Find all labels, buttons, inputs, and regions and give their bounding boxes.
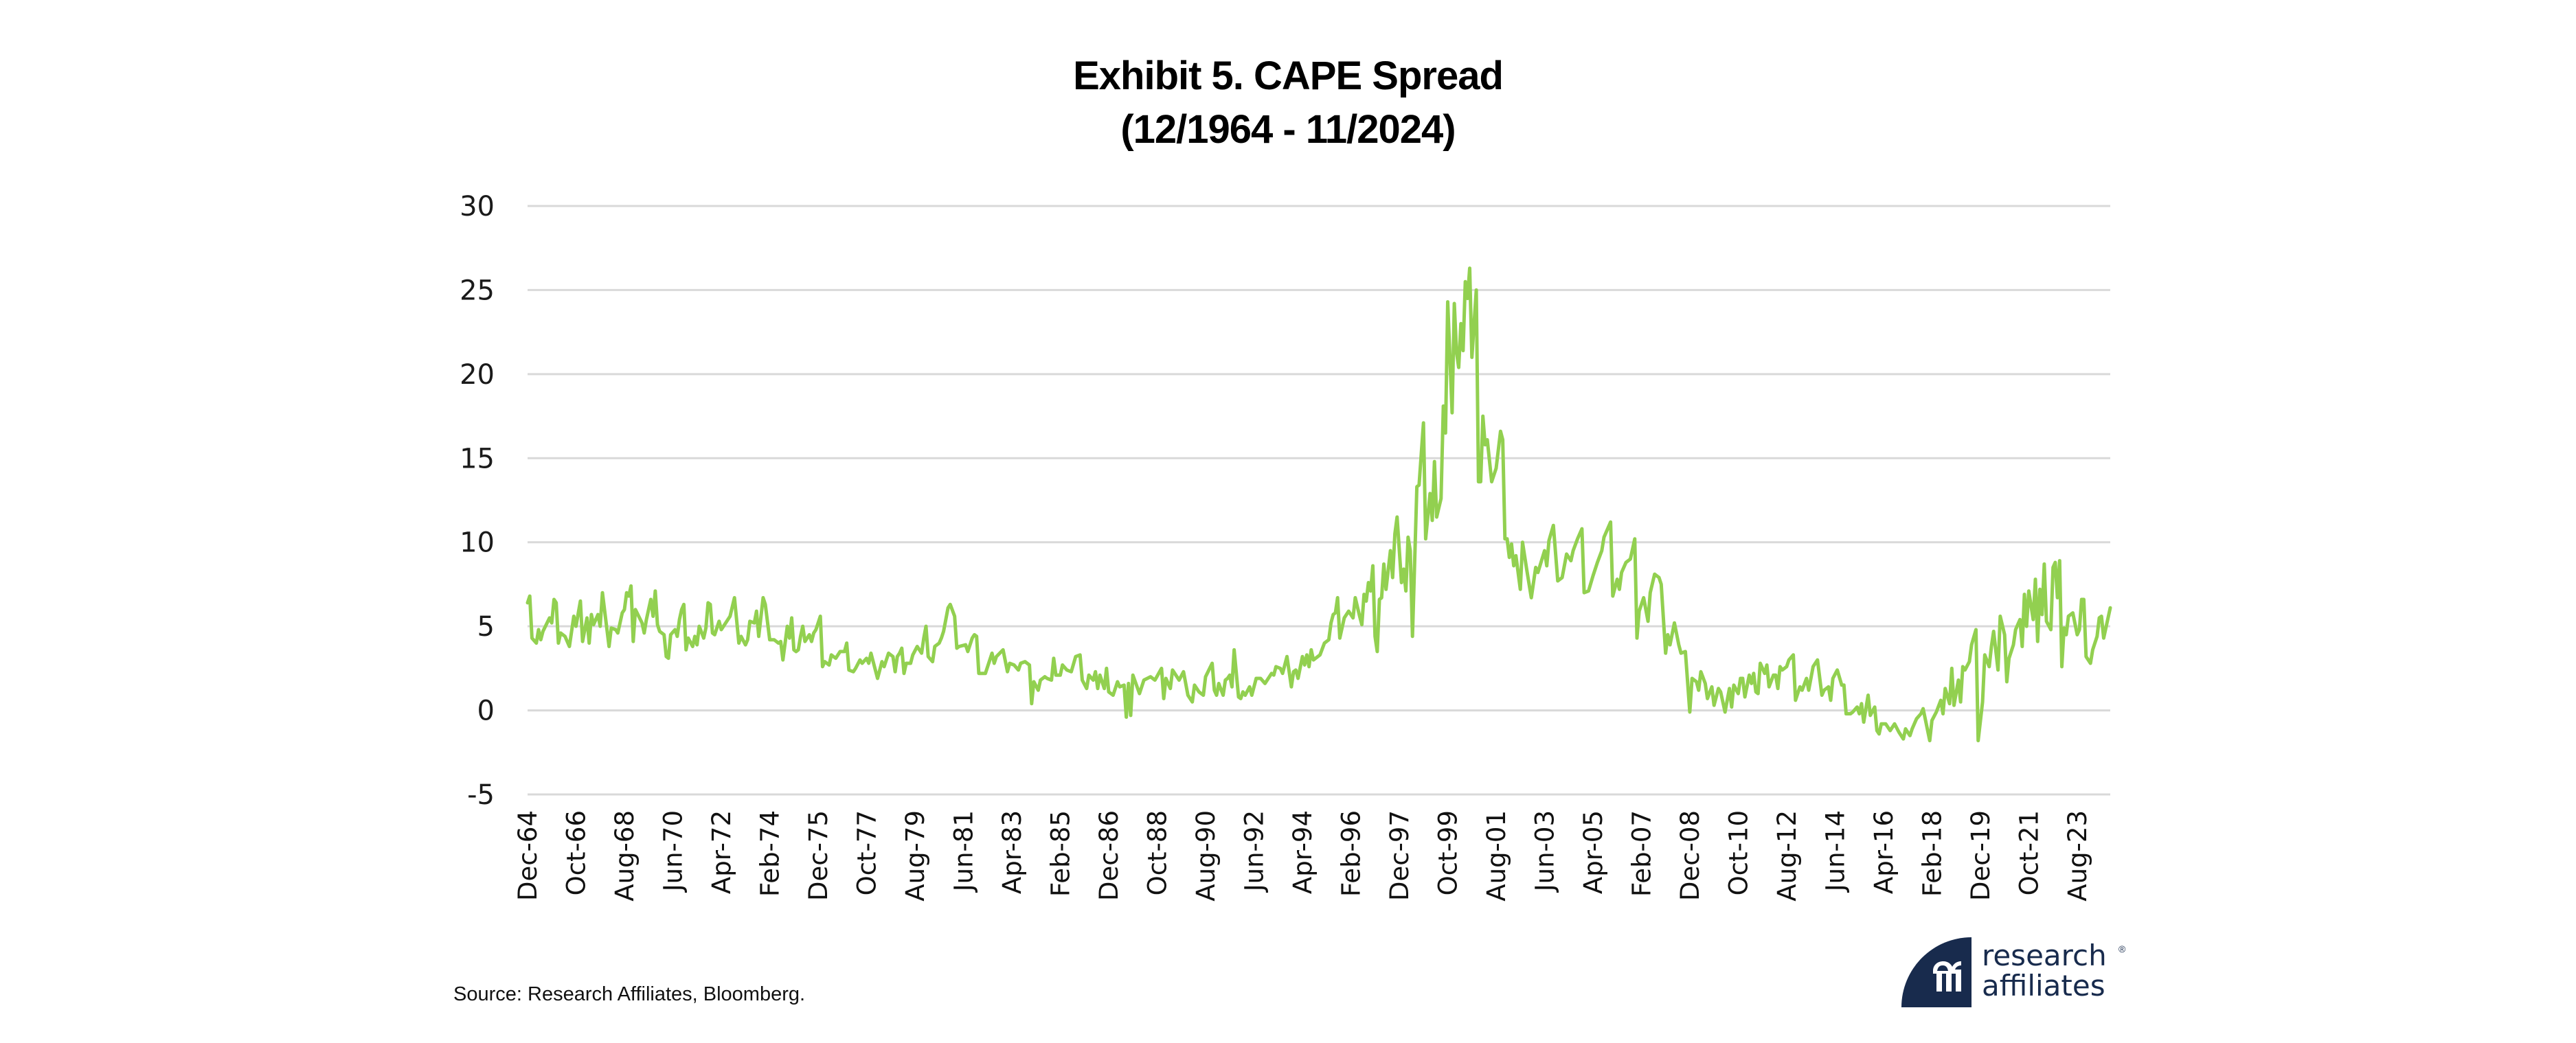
x-tick-label: Dec-19 [1966, 810, 1996, 901]
series-layer [526, 266, 2112, 743]
y-tick-label: -5 [467, 779, 495, 811]
x-axis-tick-labels: Dec-64 Oct-66 Aug-68 Jun-70 Apr-72 Feb-74 Dec-… [513, 810, 2092, 902]
x-tick-label: Aug-12 [1772, 810, 1802, 902]
x-tick-label: Feb-85 [1046, 810, 1075, 897]
x-tick-label: Dec-08 [1675, 810, 1705, 901]
x-tick-label: Oct-77 [852, 810, 881, 895]
x-tick-label: Jun-70 [658, 810, 688, 893]
x-tick-label: Dec-86 [1094, 810, 1124, 901]
x-tick-label: Oct-10 [1724, 810, 1753, 895]
x-tick-label: Feb-96 [1336, 810, 1366, 897]
y-tick-label: 30 [460, 191, 495, 222]
registered-mark: ® [2119, 943, 2126, 954]
x-tick-label: Aug-23 [2063, 810, 2092, 902]
x-tick-label: Feb-18 [1917, 810, 1947, 897]
x-tick-label: Aug-79 [901, 810, 930, 902]
y-axis-tick-labels: 30 25 20 15 10 5 0 -5 [460, 191, 495, 811]
x-tick-label: Apr-16 [1869, 810, 1899, 894]
logo-line-2: affiliates [1982, 969, 2105, 1002]
x-tick-label: Jun-03 [1530, 810, 1559, 893]
x-tick-label: Aug-68 [610, 810, 640, 902]
y-tick-label: 5 [477, 611, 495, 643]
x-tick-label: Dec-75 [804, 810, 833, 901]
gridlines [528, 205, 2110, 796]
logo-ra-monogram-icon [1933, 961, 1961, 992]
x-tick-label: Jun-81 [949, 810, 978, 893]
x-tick-label: Apr-83 [997, 810, 1027, 894]
x-tick-label: Oct-99 [1433, 810, 1462, 895]
x-tick-label: Oct-21 [2014, 810, 2044, 895]
x-tick-label: Dec-64 [513, 810, 543, 901]
x-tick-label: Aug-01 [1482, 810, 1511, 902]
x-tick-label: Apr-72 [707, 810, 736, 894]
x-tick-label: Dec-97 [1385, 810, 1414, 901]
logo-line-1: research [1982, 939, 2107, 972]
x-tick-label: Jun-92 [1239, 810, 1269, 893]
series-line-cape-spread [526, 266, 2112, 743]
x-tick-label: Feb-07 [1627, 810, 1656, 897]
x-tick-label: Oct-88 [1142, 810, 1172, 895]
logo-wordmark: research affiliates [1982, 941, 2107, 1001]
logo-quarter-circle-icon [1901, 937, 1971, 1007]
chart-subtitle: (12/1964 - 11/2024) [1120, 107, 1456, 152]
y-tick-label: 10 [460, 527, 495, 559]
research-affiliates-logo: research affiliates ® [1901, 935, 2190, 1011]
y-tick-label: 0 [477, 696, 495, 727]
source-note: Source: Research Affiliates, Bloomberg. [453, 983, 806, 1005]
chart-title: Exhibit 5. CAPE Spread [1073, 54, 1504, 98]
x-tick-label: Apr-05 [1579, 810, 1608, 894]
x-tick-label: Oct-66 [561, 810, 591, 895]
x-tick-label: Aug-90 [1191, 810, 1221, 902]
y-tick-label: 25 [460, 275, 495, 306]
x-tick-label: Apr-94 [1288, 810, 1318, 894]
x-tick-label: Feb-74 [755, 810, 784, 897]
y-tick-label: 15 [460, 443, 495, 474]
x-tick-label: Jun-14 [1820, 810, 1850, 893]
chart-title-block: Exhibit 5. CAPE Spread (12/1964 - 11/202… [0, 49, 2576, 157]
y-tick-label: 20 [460, 359, 495, 391]
